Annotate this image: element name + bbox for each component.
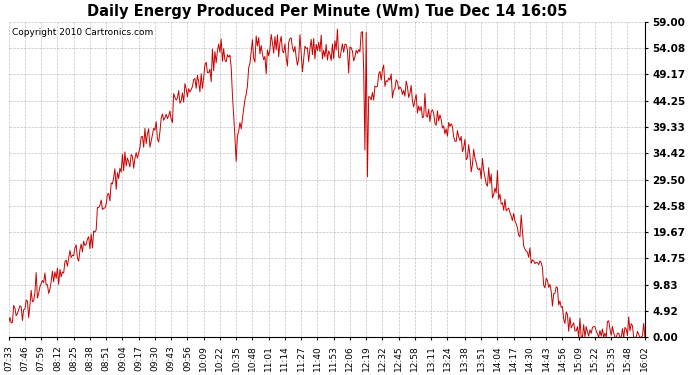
Title: Daily Energy Produced Per Minute (Wm) Tue Dec 14 16:05: Daily Energy Produced Per Minute (Wm) Tu… xyxy=(87,4,567,19)
Text: Copyright 2010 Cartronics.com: Copyright 2010 Cartronics.com xyxy=(12,28,153,37)
